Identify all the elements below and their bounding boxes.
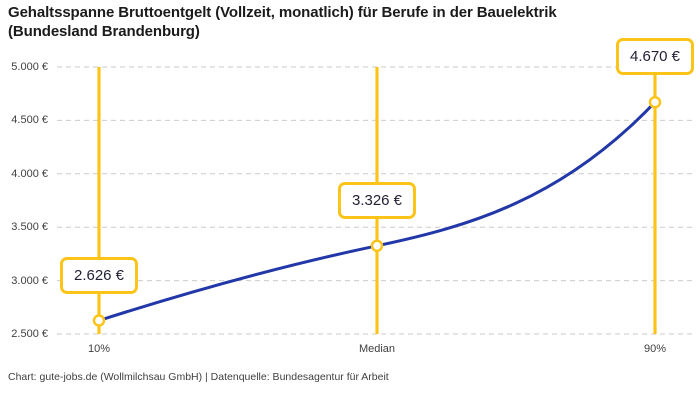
value-callout-box: 4.670 € [615, 38, 695, 76]
y-axis-tick-label: 3.000 € [11, 274, 48, 287]
value-callout-box: 3.326 € [337, 181, 417, 219]
x-axis-tick-label: Median [358, 343, 396, 355]
y-axis-tick-label: 5.000 € [11, 61, 48, 73]
data-point[interactable] [370, 239, 384, 253]
data-point[interactable] [92, 314, 106, 327]
data-point[interactable] [648, 95, 662, 109]
chart-title: Gehaltsspanne Bruttoentgelt (Vollzeit, m… [8, 4, 557, 40]
y-axis-tick-label: 4.000 € [11, 167, 48, 180]
value-callout-box: 2.626 € [59, 256, 139, 294]
y-axis-tick-label: 4.500 € [11, 114, 48, 127]
x-axis-tick-label: 10% [87, 343, 111, 355]
chart-source-attribution: Chart: gute-jobs.de (Wollmilchsau GmbH) … [8, 371, 389, 383]
x-axis-tick-label: 90% [643, 343, 667, 355]
y-axis-tick-label: 3.500 € [11, 221, 48, 234]
y-axis-tick-label: 2.500 € [11, 328, 48, 340]
